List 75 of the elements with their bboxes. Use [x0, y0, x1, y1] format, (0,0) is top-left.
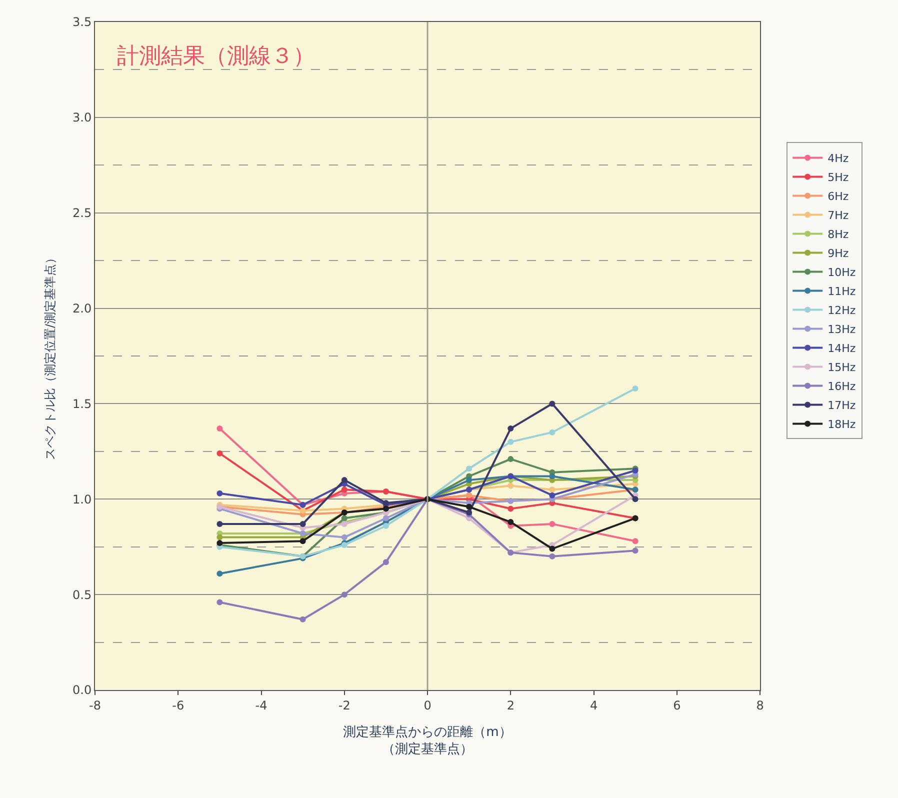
x-tick-label: 0	[424, 698, 432, 712]
point	[382, 515, 389, 522]
point	[382, 559, 389, 566]
point	[300, 520, 306, 527]
point	[216, 599, 223, 606]
point	[508, 506, 514, 512]
x-tick-label: -8	[89, 698, 101, 712]
point	[508, 482, 514, 489]
point	[632, 385, 638, 392]
y-tick-label: 3.0	[72, 110, 92, 125]
legend-label: 14Hz	[828, 342, 856, 356]
y-tick-label: 3.5	[72, 15, 92, 30]
legend-label: 6Hz	[828, 190, 849, 204]
x-tick-label: -6	[172, 698, 184, 712]
point	[466, 466, 472, 472]
legend-label: 13Hz	[828, 323, 856, 336]
point	[549, 520, 556, 527]
x-tick-label: 2	[506, 698, 514, 712]
point	[549, 486, 556, 493]
legend-label: 17Hz	[828, 399, 856, 412]
legend-label: 9Hz	[828, 247, 849, 260]
point	[216, 534, 223, 540]
point	[508, 438, 514, 445]
point	[216, 570, 223, 577]
legend-label: 7Hz	[828, 209, 849, 222]
x-tick-label: 4	[590, 698, 598, 712]
point	[549, 473, 556, 480]
y-tick-label: 2.5	[72, 206, 92, 220]
point	[549, 429, 556, 436]
x-tick-label: 6	[673, 698, 681, 712]
point	[216, 450, 223, 456]
point	[341, 534, 348, 540]
point	[216, 490, 223, 496]
point	[341, 486, 348, 493]
point	[549, 546, 556, 552]
text: （測定基準点）	[382, 742, 473, 757]
legend-label: 4Hz	[828, 152, 849, 166]
point	[341, 592, 348, 598]
point	[632, 496, 638, 502]
y-axis-title: スペクトル比（測定位置/測定基準点）	[42, 252, 57, 460]
point	[466, 477, 472, 484]
point	[216, 520, 223, 527]
point	[632, 538, 638, 544]
point	[508, 426, 514, 432]
point	[549, 553, 556, 560]
point	[300, 616, 306, 622]
point	[341, 515, 348, 522]
point	[549, 492, 556, 498]
y-tick-label: 2.0	[72, 301, 92, 316]
point	[508, 456, 514, 462]
legend-label: 8Hz	[828, 228, 849, 242]
x-tick-label: -4	[255, 698, 268, 712]
legend-label: 10Hz	[828, 266, 856, 280]
x-tick-label: 8	[756, 698, 764, 712]
point	[300, 538, 306, 544]
y-tick-label: 1.5	[72, 396, 92, 411]
legend-label: 11Hz	[828, 285, 856, 298]
legend-label: 5Hz	[828, 171, 849, 184]
y-tick-label: 0.5	[72, 588, 92, 602]
point	[216, 426, 223, 432]
legend-label: 18Hz	[828, 418, 856, 432]
y-tick-label: 0.0	[72, 683, 92, 698]
point	[341, 477, 348, 484]
point	[549, 400, 556, 407]
legend-label: 16Hz	[828, 380, 856, 394]
point	[466, 504, 472, 510]
point	[508, 519, 514, 526]
y-tick-label: 1.0	[72, 492, 92, 506]
text: 計測結果（測線３）	[117, 44, 315, 69]
legend-label: 12Hz	[828, 304, 856, 318]
point	[382, 522, 389, 529]
x-axis-title: 測定基準点からの距離（m）	[343, 725, 512, 740]
point	[632, 548, 638, 554]
legend-label: 15Hz	[828, 361, 856, 374]
x-tick-label: -2	[338, 698, 350, 712]
